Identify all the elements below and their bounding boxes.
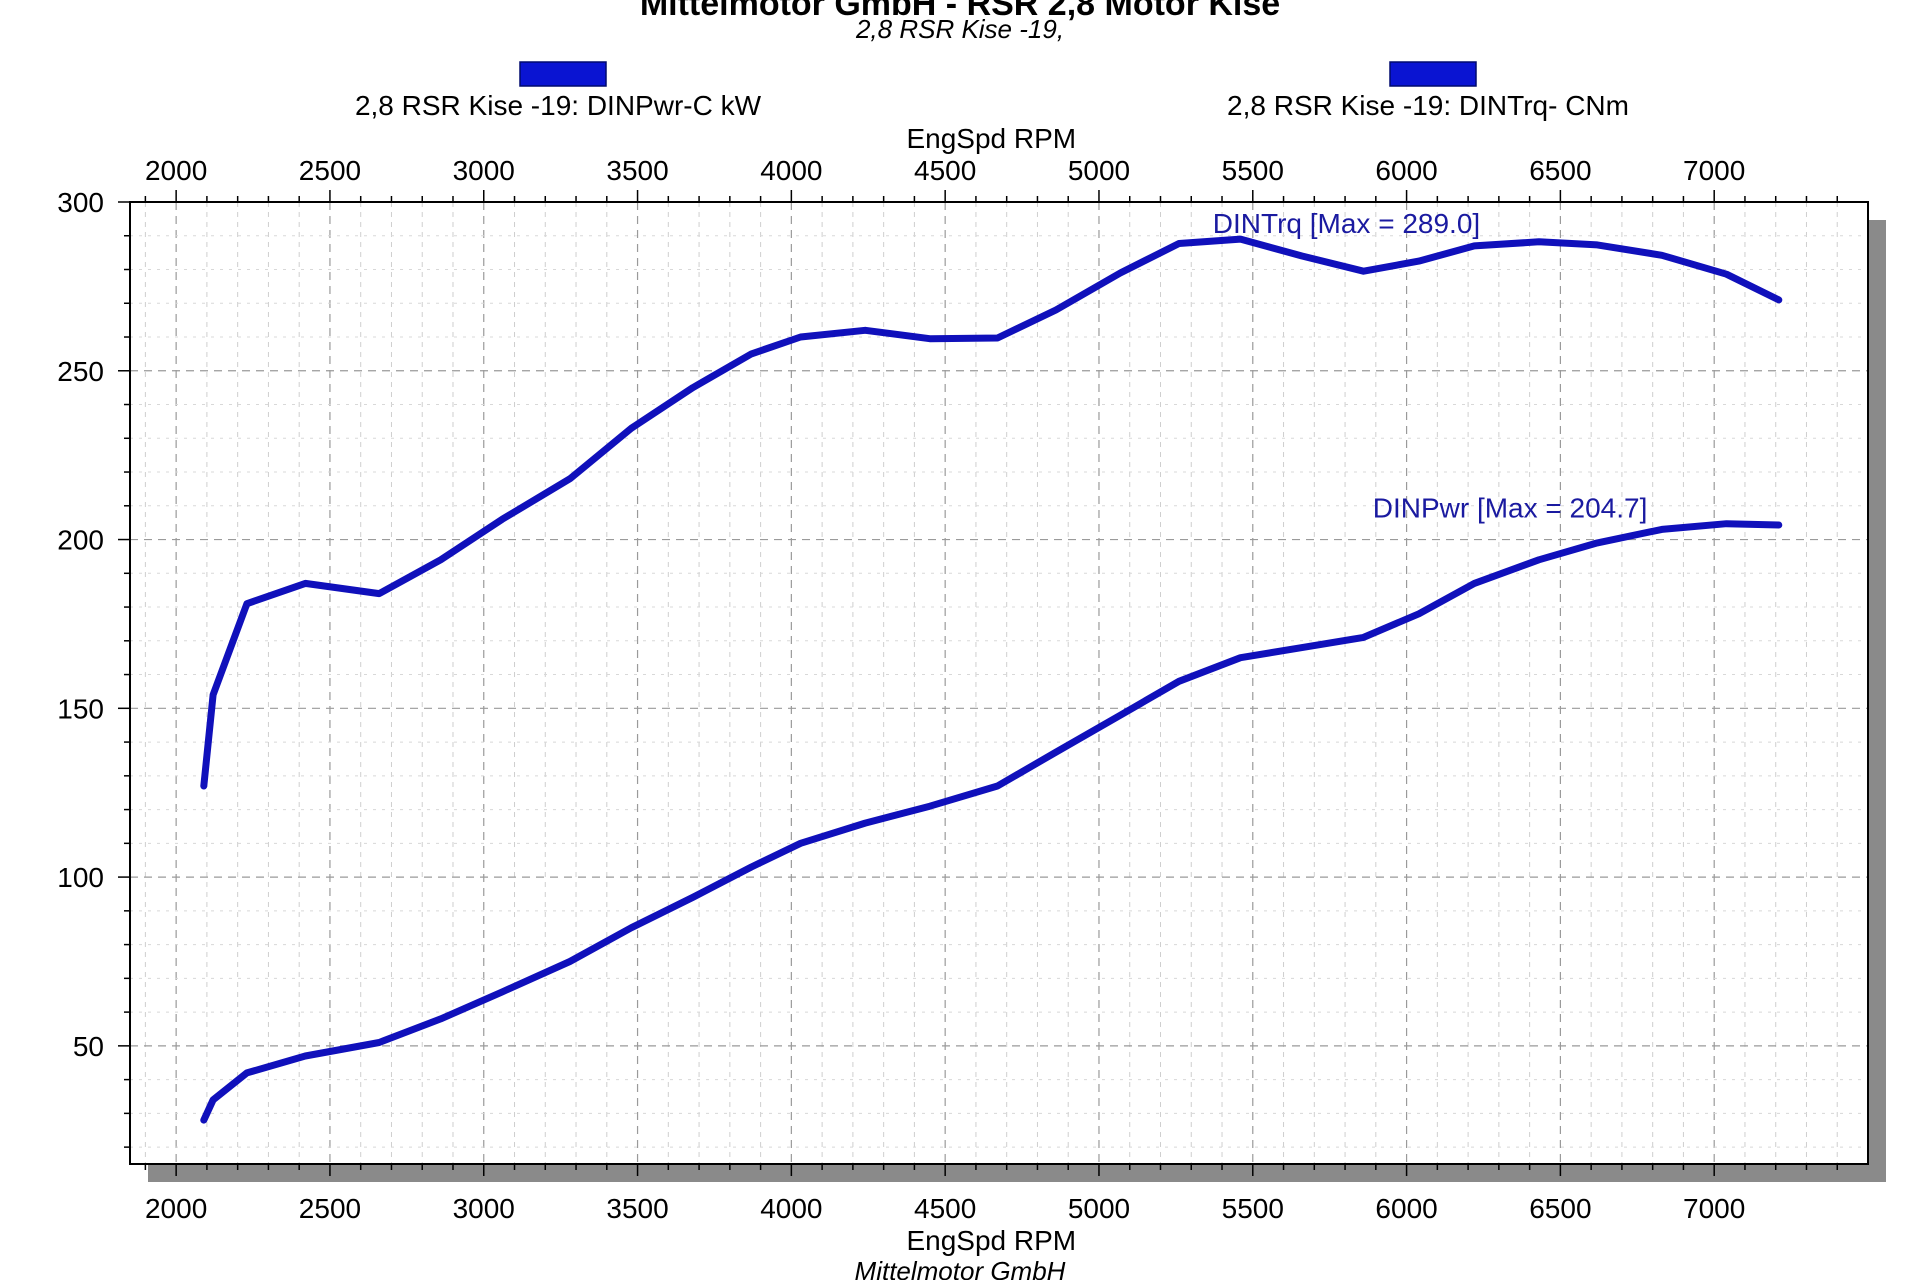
chart-footer: Mittelmotor GmbH bbox=[855, 1256, 1066, 1280]
x-tick-label-bottom: 5500 bbox=[1222, 1193, 1284, 1224]
x-tick-label-bottom: 7000 bbox=[1683, 1193, 1745, 1224]
y-tick-label: 250 bbox=[57, 356, 104, 387]
plot-area bbox=[130, 202, 1868, 1164]
x-tick-label-bottom: 3000 bbox=[453, 1193, 515, 1224]
plot-frame bbox=[129, 201, 1869, 1165]
x-tick-label-top: 7000 bbox=[1683, 155, 1745, 186]
x-tick-label-top: 6500 bbox=[1529, 155, 1591, 186]
x-tick-label-bottom: 4000 bbox=[760, 1193, 822, 1224]
series-line-power bbox=[200, 520, 1783, 1124]
x-axis-label-top: EngSpd RPM bbox=[906, 123, 1076, 154]
x-tick-label-top: 2000 bbox=[145, 155, 207, 186]
x-axis-label-bottom: EngSpd RPM bbox=[906, 1225, 1076, 1256]
x-tick-label-top: 3500 bbox=[606, 155, 668, 186]
y-tick-label: 50 bbox=[73, 1031, 104, 1062]
x-tick-label-top: 5000 bbox=[1068, 155, 1130, 186]
y-tick-label: 300 bbox=[57, 187, 104, 218]
x-tick-label-top: 4000 bbox=[760, 155, 822, 186]
legend-swatch bbox=[519, 61, 607, 87]
legend-label: 2,8 RSR Kise -19: DINPwr-C kW bbox=[355, 90, 762, 121]
legend-label: 2,8 RSR Kise -19: DINTrq- CNm bbox=[1227, 90, 1629, 121]
x-tick-label-bottom: 2000 bbox=[145, 1193, 207, 1224]
y-tick-label: 100 bbox=[57, 862, 104, 893]
x-tick-label-bottom: 3500 bbox=[606, 1193, 668, 1224]
x-tick-label-bottom: 2500 bbox=[299, 1193, 361, 1224]
legend-swatch bbox=[1389, 61, 1477, 87]
x-tick-label-top: 2500 bbox=[299, 155, 361, 186]
x-tick-label-top: 5500 bbox=[1222, 155, 1284, 186]
x-tick-label-bottom: 4500 bbox=[914, 1193, 976, 1224]
annotation-torque-max: DINTrq [Max = 289.0] bbox=[1213, 208, 1480, 239]
annotation-power-max: DINPwr [Max = 204.7] bbox=[1373, 493, 1648, 524]
x-tick-label-top: 4500 bbox=[914, 155, 976, 186]
x-tick-label-top: 3000 bbox=[453, 155, 515, 186]
y-tick-label: 150 bbox=[57, 693, 104, 724]
series-line-torque bbox=[200, 235, 1783, 790]
x-tick-label-bottom: 5000 bbox=[1068, 1193, 1130, 1224]
x-tick-label-bottom: 6000 bbox=[1375, 1193, 1437, 1224]
x-tick-label-bottom: 6500 bbox=[1529, 1193, 1591, 1224]
x-tick-label-top: 6000 bbox=[1375, 155, 1437, 186]
chart-subtitle: 2,8 RSR Kise -19, bbox=[855, 14, 1064, 44]
chart-title: Mittelmotor GmbH - RSR 2,8 Motor Kise bbox=[640, 0, 1280, 23]
y-tick-label: 200 bbox=[57, 525, 104, 556]
